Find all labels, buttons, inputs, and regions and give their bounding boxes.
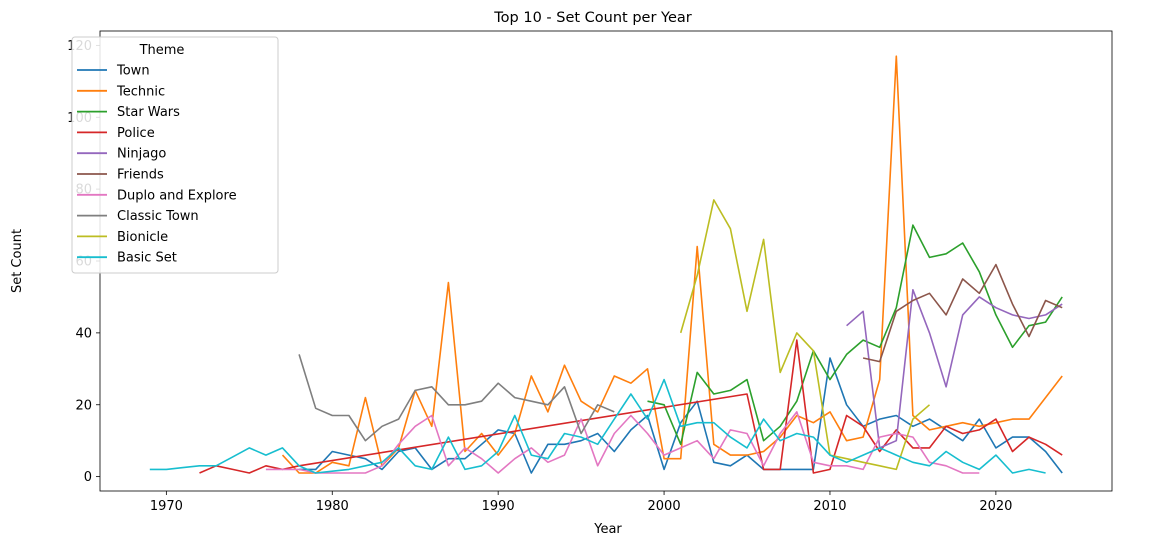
y-tick-label: 40 bbox=[75, 326, 92, 341]
y-axis-label: Set Count bbox=[10, 229, 25, 293]
legend-box bbox=[71, 36, 279, 274]
series-line-3 bbox=[199, 339, 1063, 474]
legend-label-2: Star Wars bbox=[117, 105, 180, 120]
legend-label-6: Duplo and Explore bbox=[117, 188, 237, 203]
series-line-1 bbox=[281, 55, 1063, 474]
x-tick-label: 2010 bbox=[813, 499, 846, 514]
plot-area bbox=[149, 55, 1063, 474]
x-tick-label: 1970 bbox=[150, 499, 183, 514]
series-line-8 bbox=[679, 199, 931, 471]
x-axis: 1970 1980 1990 2000 2010 2020 bbox=[150, 491, 1012, 514]
legend-label-7: Classic Town bbox=[117, 209, 199, 224]
series-line-4 bbox=[846, 288, 1063, 449]
legend-label-4: Ninjago bbox=[117, 147, 166, 162]
x-tick-label: 2020 bbox=[979, 499, 1012, 514]
x-tick-label: 2000 bbox=[648, 499, 681, 514]
chart-title: Top 10 - Set Count per Year bbox=[493, 10, 692, 26]
legend-label-9: Basic Set bbox=[117, 251, 177, 266]
legend-label-5: Friends bbox=[117, 168, 164, 183]
series-line-6 bbox=[265, 411, 980, 474]
legend-title: Theme bbox=[139, 43, 185, 58]
x-tick-label: 1980 bbox=[316, 499, 349, 514]
y-tick-label: 0 bbox=[84, 470, 92, 485]
series-line-5 bbox=[862, 263, 1063, 363]
x-tick-label: 1990 bbox=[482, 499, 515, 514]
x-axis-label: Year bbox=[593, 522, 622, 537]
series-line-7 bbox=[298, 354, 615, 442]
series-line-9 bbox=[149, 378, 1046, 474]
series-line-2 bbox=[647, 224, 1063, 446]
legend: Theme Town Technic Star Wars Police Ninjago F… bbox=[71, 36, 279, 274]
y-tick-label: 20 bbox=[75, 398, 92, 413]
legend-label-0: Town bbox=[116, 64, 150, 79]
legend-label-3: Police bbox=[117, 126, 155, 141]
series-line-0 bbox=[299, 357, 1063, 474]
legend-label-8: Bionicle bbox=[117, 230, 168, 245]
legend-label-1: Technic bbox=[116, 84, 165, 99]
